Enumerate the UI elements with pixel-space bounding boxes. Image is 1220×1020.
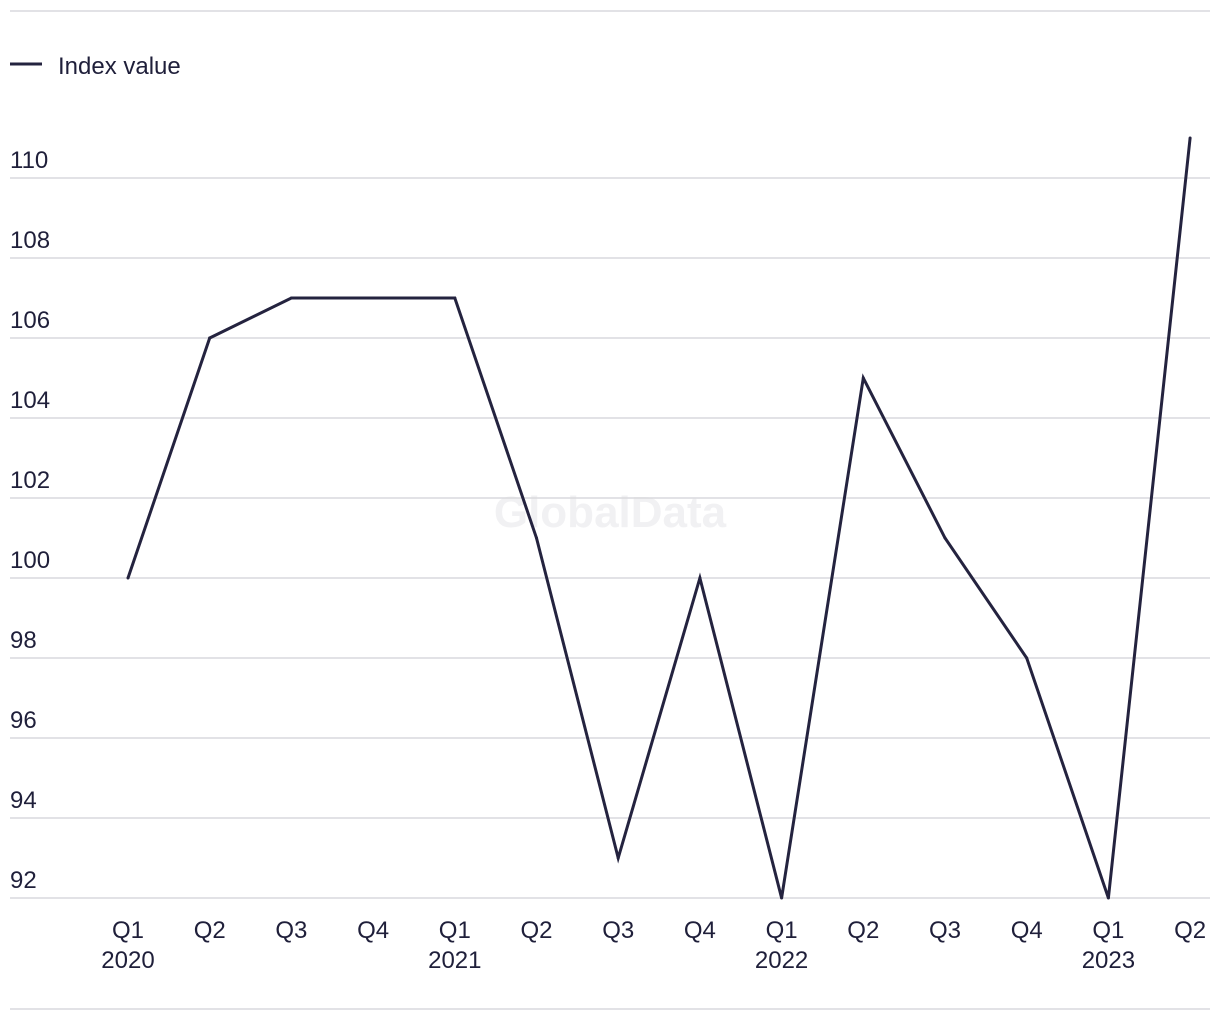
- data-point: [1025, 656, 1029, 660]
- y-tick-label-100: 100: [10, 547, 50, 574]
- data-point: [698, 576, 702, 580]
- x-tick-label-quarter: Q2: [1174, 917, 1206, 944]
- y-tick-label-92: 92: [10, 867, 37, 894]
- x-tick-label-quarter: Q2: [520, 917, 552, 944]
- gridlines: [10, 177, 1210, 899]
- x-tick-label-year: 2021: [428, 947, 481, 974]
- x-tick-label-quarter: Q2: [194, 917, 226, 944]
- y-tick-label-98: 98: [10, 627, 37, 654]
- y-tick-label-108: 108: [10, 227, 50, 254]
- x-tick-label-quarter: Q1: [766, 917, 798, 944]
- x-tick-label-quarter: Q4: [684, 917, 716, 944]
- data-point: [535, 536, 538, 540]
- y-tick-label-102: 102: [10, 467, 50, 494]
- series-line-0: [126, 137, 1192, 899]
- series-group: [126, 136, 1192, 900]
- y-tick-label-94: 94: [10, 787, 37, 814]
- x-tick-label-quarter: Q4: [1011, 917, 1043, 944]
- data-point: [780, 896, 784, 900]
- x-tick-label-quarter: Q1: [1092, 917, 1124, 944]
- data-point: [1188, 136, 1192, 140]
- x-tick-label-quarter: Q3: [602, 917, 634, 944]
- y-tick-label-96: 96: [10, 707, 37, 734]
- x-tick-label-quarter: Q1: [439, 917, 471, 944]
- y-tick-label-110: 110: [10, 147, 48, 174]
- data-point: [1106, 896, 1110, 900]
- legend-label: Index value: [58, 53, 181, 80]
- data-point: [861, 376, 865, 380]
- x-tick-label-quarter: Q4: [357, 917, 389, 944]
- legend: Index value: [10, 53, 181, 80]
- y-axis-ticks: 92 94 96 98 100 102 104 106 108 110: [10, 147, 50, 894]
- data-point: [371, 296, 375, 300]
- x-tick-label-quarter: Q2: [847, 917, 879, 944]
- data-point: [453, 296, 457, 300]
- y-tick-label-106: 106: [10, 307, 50, 334]
- x-tick-label-quarter: Q3: [275, 917, 307, 944]
- x-tick-label-year: 2020: [101, 947, 154, 974]
- data-point: [126, 576, 130, 580]
- data-point: [289, 296, 293, 300]
- data-point: [616, 856, 620, 860]
- x-tick-label-quarter: Q1: [112, 917, 144, 944]
- data-point: [943, 536, 947, 540]
- y-tick-label-104: 104: [10, 387, 50, 414]
- x-axis-ticks: Q1 2020 Q2 Q3 Q4 Q1 2021 Q2 Q3 Q4 Q1 2022 Q2 Q3 Q4 Q1 20…: [101, 917, 1206, 974]
- x-tick-label-quarter: Q3: [929, 917, 961, 944]
- data-point: [208, 336, 212, 340]
- x-tick-label-year: 2022: [755, 947, 808, 974]
- x-tick-label-year: 2023: [1082, 947, 1135, 974]
